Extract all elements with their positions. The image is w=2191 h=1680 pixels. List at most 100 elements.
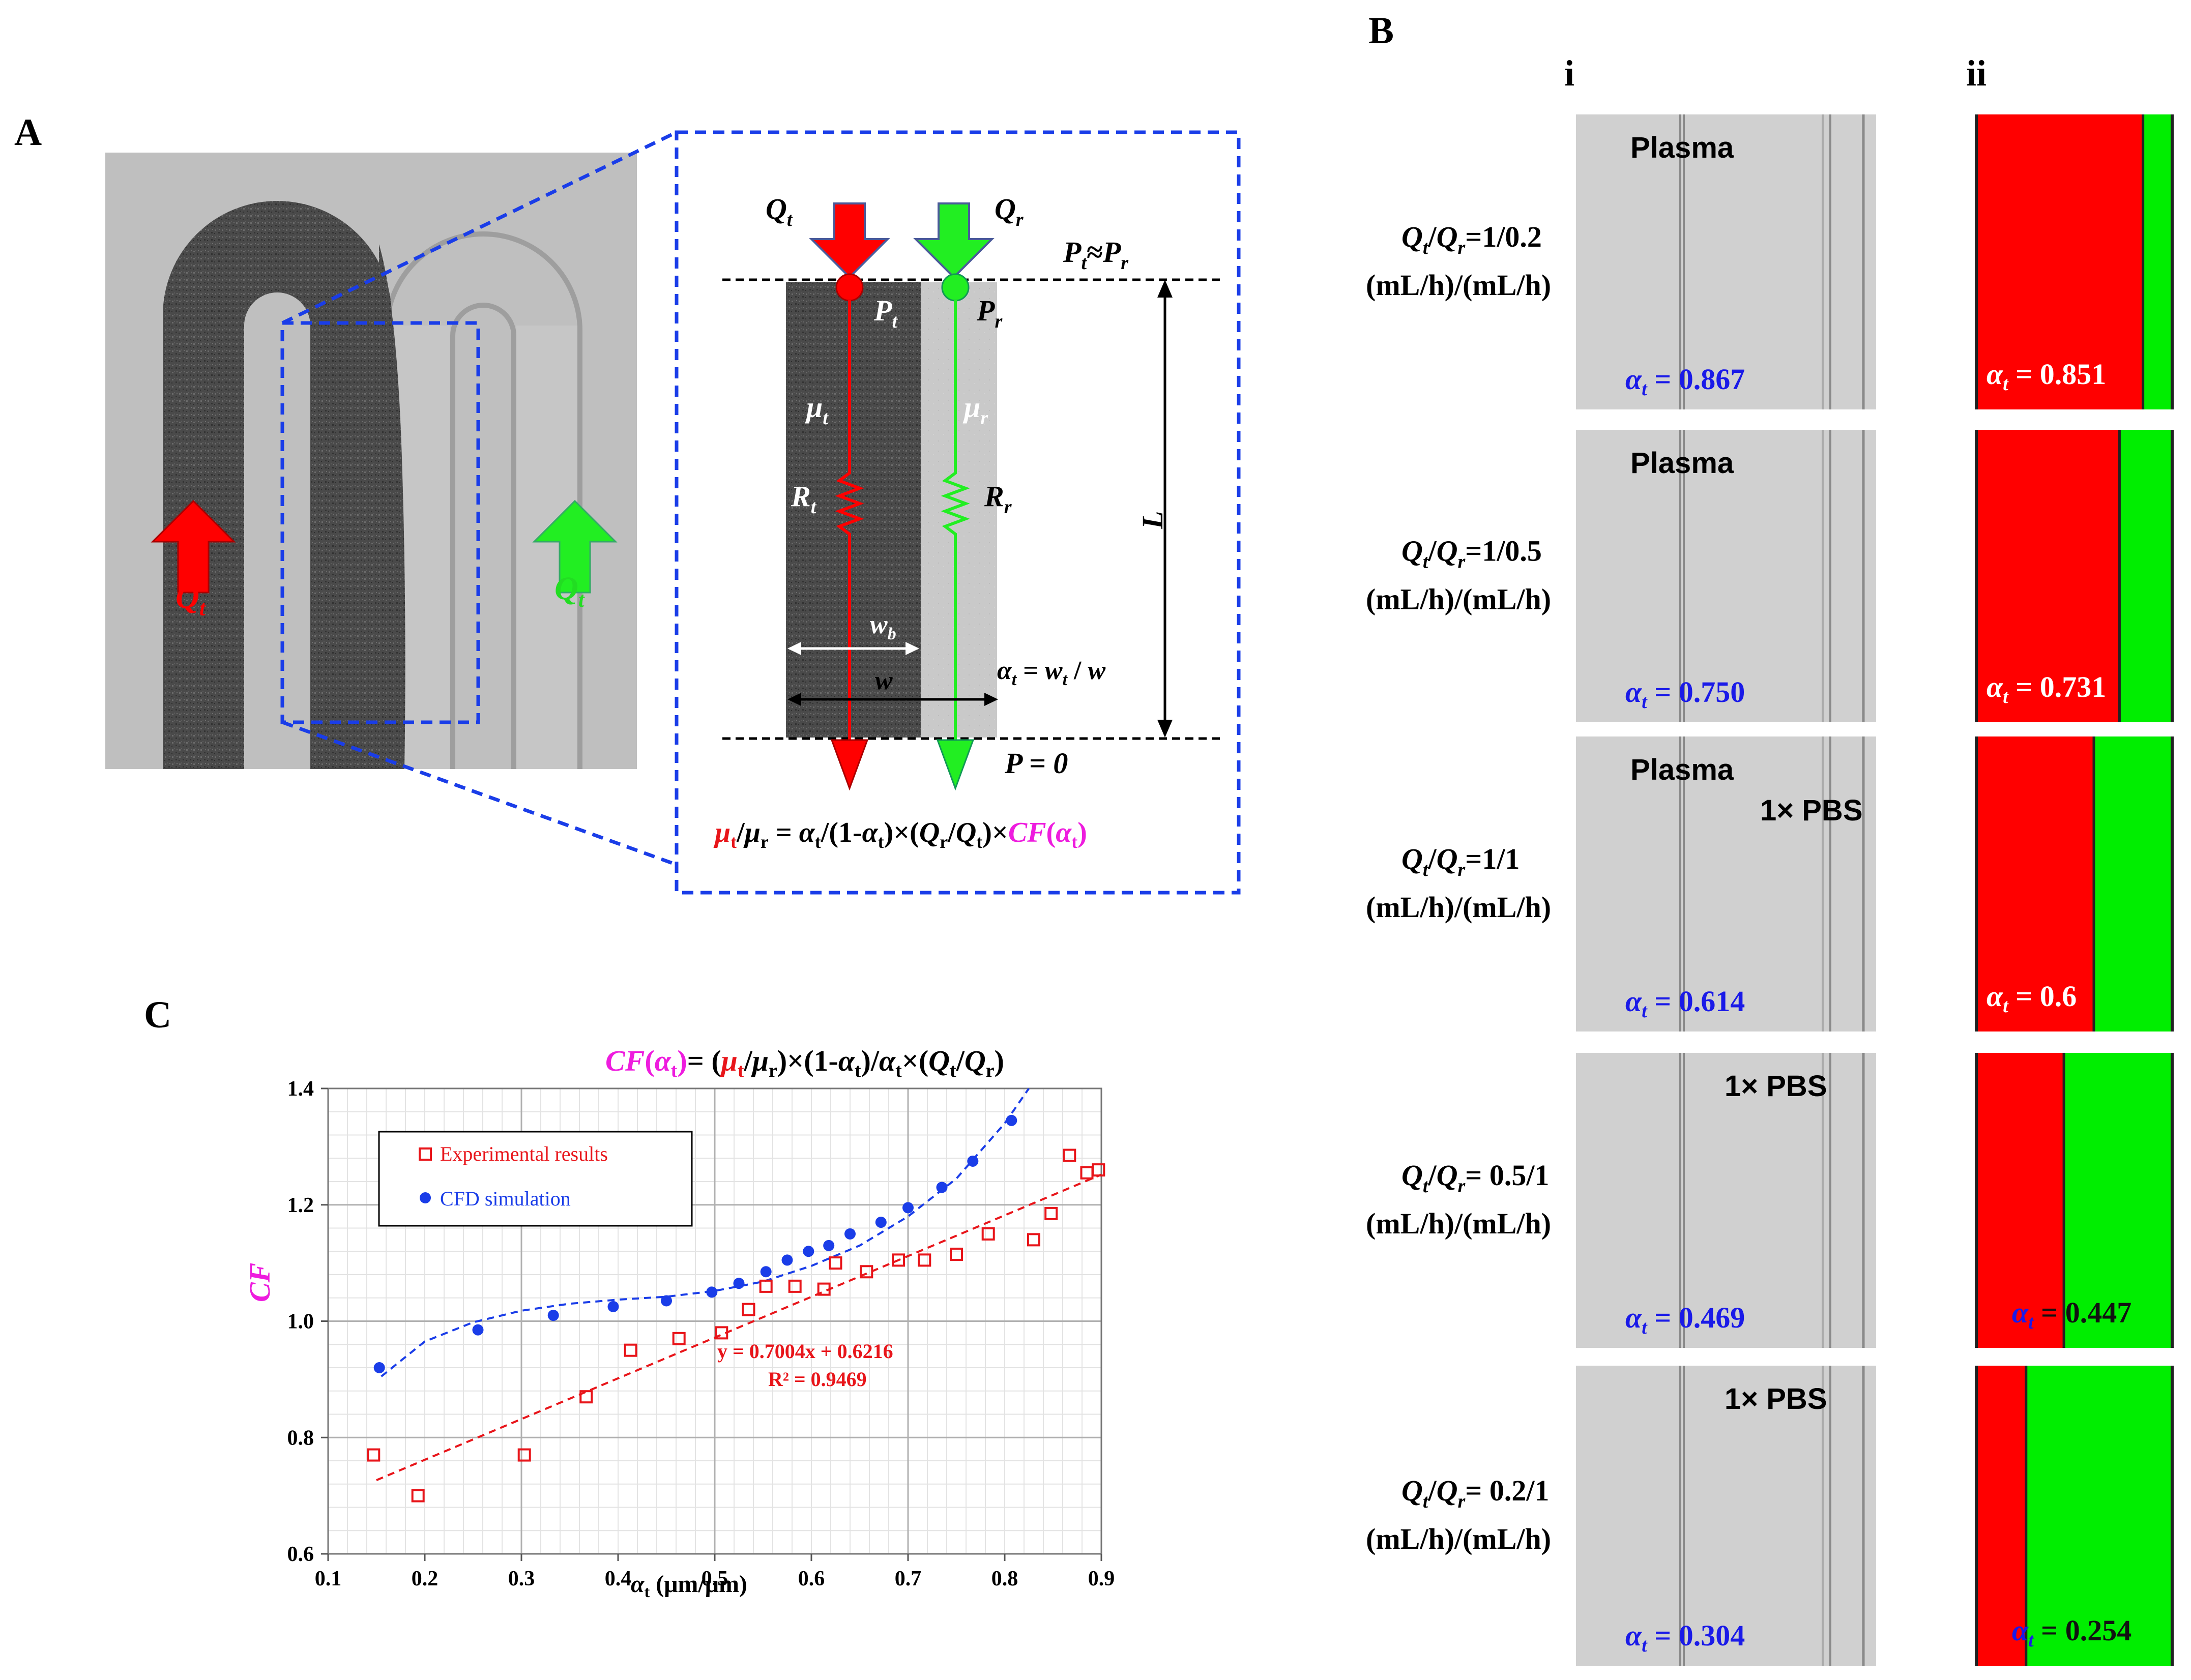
flow-units-label: (mL/h)/(mL/h)	[1366, 891, 1551, 924]
channel-photo	[105, 153, 637, 769]
experimental-point	[1092, 1163, 1105, 1177]
panel-b-row: Qt/Qr= 0.5/1 (mL/h)/(mL/h) 1× PBS αt = 0.46…	[1366, 1053, 2174, 1348]
experimental-point	[367, 1448, 381, 1462]
inlet-arrow-red	[809, 202, 890, 279]
panel-b-row: Qt/Qr=1/0.5 (mL/h)/(mL/h) Plasma αt = 0.750…	[1366, 430, 2174, 722]
flow-units-label: (mL/h)/(mL/h)	[1366, 1207, 1551, 1240]
experimental-point	[1027, 1233, 1040, 1247]
rt-label: Rt	[791, 480, 817, 518]
cfd-point	[706, 1286, 718, 1298]
simulation-blood-fill	[1976, 114, 2143, 409]
trendline-experimental	[376, 1173, 1102, 1481]
x-tick-label: 0.9	[1088, 1567, 1115, 1590]
cfd-point	[547, 1310, 559, 1321]
experimental-point	[981, 1227, 995, 1241]
mu-r-label: μr	[962, 391, 988, 429]
flow-ratio-value: =1/1	[1465, 842, 1520, 875]
panel-b-row: Qt/Qr=1/0.2 (mL/h)/(mL/h) Plasma αt = 0.867…	[1366, 114, 2174, 409]
micrograph	[1576, 1053, 1876, 1348]
flow-ratio-label: Qt/Qr=1/0.5	[1401, 535, 1542, 573]
outlet-arrow-red	[830, 739, 869, 791]
panel-label-a: A	[14, 111, 42, 154]
y-tick-label: 1.4	[287, 1077, 314, 1101]
alpha-simulated: αt = 0.447	[2012, 1296, 2131, 1333]
cfd-point	[760, 1266, 772, 1278]
experimental-point	[742, 1303, 755, 1316]
viscosity-formula: μt/μr = αt/(1-αt)×(Qr/Qt)×CF(αt)	[713, 817, 1087, 852]
legend-label-cfd: CFD simulation	[440, 1187, 571, 1210]
y-tick-label: 1.2	[287, 1194, 314, 1217]
experimental-point	[892, 1253, 905, 1267]
flow-ratio-value: = 0.2/1	[1465, 1474, 1549, 1507]
y-axis-label: CF	[243, 1263, 276, 1302]
cfd-point	[1006, 1114, 1017, 1126]
micrograph	[1576, 430, 1876, 722]
resistor-rr	[941, 300, 970, 745]
experimental-point	[579, 1390, 593, 1404]
mu-t-label: μt	[805, 391, 829, 429]
col-label-ii: ii	[1966, 53, 1986, 94]
cfd-point	[967, 1155, 979, 1167]
fluid-label: Plasma	[1630, 131, 1734, 164]
fluid-label: 1× PBS	[1725, 1070, 1827, 1103]
qt-label: Qt	[766, 192, 793, 230]
panel-b-row: Qt/Qr=1/1 (mL/h)/(mL/h) Plasma 1× PBS αt = 0…	[1366, 736, 2174, 1031]
cfd-point	[875, 1217, 887, 1228]
alpha-definition: αt = wt / w	[997, 656, 1105, 689]
inlet-arrow-green	[913, 202, 995, 279]
simulation-blood-fill	[1976, 736, 2094, 1031]
rr-label: Rr	[984, 480, 1012, 518]
cfd-point	[472, 1324, 484, 1336]
alpha-measured: αt = 0.469	[1625, 1301, 1745, 1338]
pressure-equal-label: Pt≈Pr	[1063, 235, 1129, 274]
experimental-point	[517, 1448, 531, 1462]
cfd-point	[733, 1278, 745, 1289]
alpha-measured: αt = 0.750	[1625, 675, 1745, 713]
x-tick-label: 0.2	[412, 1567, 439, 1590]
x-tick-label: 0.6	[798, 1567, 825, 1590]
schematic: Qt Qr Pt≈Pr Pt Pr μt μr Rt Rr L wb w αt …	[675, 130, 1241, 895]
alpha-simulated: αt = 0.851	[1986, 358, 2106, 395]
legend-marker-cfd	[420, 1192, 431, 1203]
experimental-point	[788, 1279, 802, 1293]
experimental-point	[1044, 1206, 1058, 1220]
chart-title: CF(αt)= (μt/μr)×(1-αt)/αt×(Qt/Qr)	[605, 1044, 1004, 1081]
qr-label: Qr	[995, 192, 1024, 230]
y-tick-label: 0.8	[287, 1426, 314, 1450]
fluid-label: 1× PBS	[1760, 794, 1863, 827]
flow-ratio-label: Qt/Qr=1/0.2	[1401, 220, 1542, 258]
y-tick-label: 1.0	[287, 1310, 314, 1334]
trend-r2: R² = 0.9469	[768, 1368, 867, 1391]
simulation-blood-fill	[1976, 430, 2120, 722]
resistor-rt	[835, 300, 864, 745]
pt-label: Pt	[873, 294, 898, 332]
wb-label: wb	[870, 610, 896, 643]
flow-ratio-value: = 0.5/1	[1465, 1159, 1549, 1192]
experimental-point	[918, 1253, 931, 1267]
micrograph	[1576, 114, 1876, 409]
alpha-simulated: αt = 0.731	[1986, 670, 2106, 708]
flow-ratio-value: =1/0.2	[1465, 220, 1542, 253]
cfd-point	[803, 1246, 814, 1257]
p-zero-label: P = 0	[1004, 747, 1068, 780]
x-tick-label: 0.5	[702, 1567, 728, 1590]
cfd-point	[607, 1301, 619, 1312]
experimental-point	[829, 1256, 842, 1270]
cfd-point	[781, 1254, 793, 1266]
alpha-measured: αt = 0.867	[1625, 363, 1745, 400]
x-tick-label: 0.8	[991, 1567, 1018, 1590]
panel-b-rows: Qt/Qr=1/0.2 (mL/h)/(mL/h) Plasma αt = 0.867…	[1366, 114, 2174, 1666]
simulation-blood-fill	[1976, 1366, 2026, 1666]
photo-qt-left-label: Qt	[176, 579, 206, 621]
alpha-simulated: αt = 0.6	[1986, 980, 2077, 1017]
fluid-label: Plasma	[1630, 447, 1734, 480]
x-tick-label: 0.1	[315, 1567, 342, 1590]
alpha-measured: αt = 0.614	[1625, 985, 1745, 1022]
experimental-point	[817, 1282, 831, 1296]
flow-units-label: (mL/h)/(mL/h)	[1366, 269, 1551, 302]
fluid-label: 1× PBS	[1725, 1382, 1827, 1416]
photo-qt-right-label: Qt	[554, 570, 585, 612]
experimental-point	[950, 1247, 963, 1261]
x-tick-label: 0.4	[605, 1567, 632, 1590]
blood-stream	[786, 282, 921, 738]
